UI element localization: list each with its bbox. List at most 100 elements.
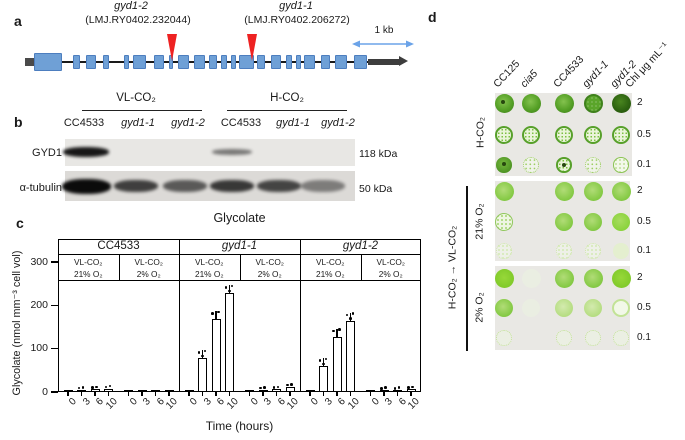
bar: [366, 390, 375, 393]
x-tick: [309, 392, 311, 396]
condition-label-hco2: H-CO₂: [474, 117, 487, 148]
chl-conc-label: 2: [637, 185, 643, 196]
exon: [335, 54, 347, 69]
colony-spot: [495, 213, 513, 231]
x-tick: [168, 392, 170, 396]
x-tick: [228, 392, 231, 396]
blot-band: [212, 149, 252, 155]
shift-bracket-line: [466, 186, 468, 351]
bar: [346, 320, 355, 392]
chart-strain-header: gyd1-1: [221, 240, 258, 252]
x-tick: [154, 392, 157, 396]
colony-spot: [612, 126, 630, 144]
x-tick: [107, 392, 110, 396]
insertion-site-marker: [166, 34, 177, 61]
bar: [332, 336, 342, 392]
exon: [194, 54, 205, 69]
bar: [104, 388, 113, 392]
bar: [63, 390, 73, 393]
condition-line: 21% O₂: [315, 269, 345, 279]
blot-lane-label: gyd1-2: [321, 117, 355, 129]
data-point: [322, 362, 325, 366]
colony-spot: [496, 243, 512, 259]
colony-spot: [613, 157, 629, 173]
exon: [286, 54, 292, 69]
colony-spot: [554, 181, 574, 201]
x-tick: [248, 392, 251, 396]
colony-spot: [585, 157, 601, 173]
colony-spot: [583, 268, 603, 288]
x-tick: [349, 392, 352, 396]
exon: [86, 54, 96, 69]
insertion-site-marker: [246, 34, 257, 61]
condition-line: 21% O₂: [73, 269, 103, 279]
bar: [319, 366, 328, 392]
colony-spot: [494, 181, 514, 201]
bar: [151, 390, 160, 393]
colony-spot: [555, 299, 573, 317]
exon: [321, 54, 330, 69]
data-point: [211, 312, 214, 315]
x-tick: [410, 392, 412, 396]
x-tick: [67, 392, 69, 396]
allele-name-gyd1-1: gyd1-1: [279, 0, 313, 12]
blot-band: [210, 180, 254, 192]
x-tick: [336, 392, 338, 396]
exon: [154, 54, 164, 69]
colony-spot: [496, 330, 512, 346]
exon: [34, 52, 62, 71]
condition-line: 2% O₂: [378, 269, 403, 279]
chart-condition-header: VL-CO₂ 2% O₂: [361, 256, 422, 280]
data-point: [201, 354, 204, 358]
exon: [257, 54, 265, 69]
colony-spot: [556, 330, 572, 346]
x-tick: [322, 392, 325, 396]
condition-line: VL-CO₂: [73, 257, 103, 267]
chart-condition-header: VL-CO₂ 2% O₂: [240, 256, 301, 280]
colony-spot: [583, 93, 603, 113]
bar: [198, 358, 207, 392]
data-point: [108, 384, 112, 388]
condition-label-shift: H-CO₂ → VL-CO₂: [446, 225, 459, 310]
blot-condition-header-vlco2: VL-CO₂: [116, 92, 156, 104]
blot-lane-label: gyd1-2: [171, 117, 205, 129]
x-tick: [80, 392, 83, 396]
y-tick-label: 300: [30, 255, 48, 268]
chl-conc-label: 0.1: [637, 332, 651, 343]
chart-strain-header: CC4533: [97, 240, 140, 252]
bar: [245, 390, 254, 393]
data-point: [276, 385, 280, 389]
allele-locus-gyd1-2: (LMJ.RY0402.232044): [85, 14, 191, 26]
colony-spot: [584, 126, 602, 144]
bar: [164, 390, 174, 393]
blot-condition-header-hco2: H-CO₂: [270, 92, 304, 104]
panel-b-label: b: [14, 114, 23, 130]
bar: [285, 386, 295, 392]
condition-line: VL-CO₂: [255, 257, 285, 267]
blot-size-118kda: 118 kDa: [359, 148, 398, 160]
data-point: [338, 328, 341, 331]
colony-spot: [495, 126, 513, 144]
blot-row-label-tubulin: α-tubulin: [19, 182, 62, 194]
x-tick: [275, 392, 278, 396]
data-point: [345, 313, 349, 317]
chart-condition-header: VL-CO₂ 2% O₂: [119, 256, 180, 280]
condition-line: VL-CO₂: [376, 257, 406, 267]
data-point: [91, 386, 94, 389]
blot-lane-label: CC4533: [63, 117, 105, 129]
blot-header-underline: [227, 110, 347, 112]
data-point: [104, 385, 108, 389]
exon: [178, 54, 189, 69]
colony-spot: [556, 157, 572, 173]
gene-3utr-arrowhead: [399, 56, 408, 66]
exon: [271, 54, 281, 69]
blot-lane-label: gyd1-1: [276, 117, 310, 129]
exon: [304, 54, 315, 69]
chart-condition-divider: [360, 254, 362, 281]
chl-conc-label: 0.1: [637, 159, 651, 170]
colony-spot: [495, 299, 513, 317]
x-tick: [396, 392, 399, 396]
colony-spot: [554, 93, 574, 113]
data-point: [214, 315, 218, 319]
chart-strain-divider: [179, 239, 181, 392]
